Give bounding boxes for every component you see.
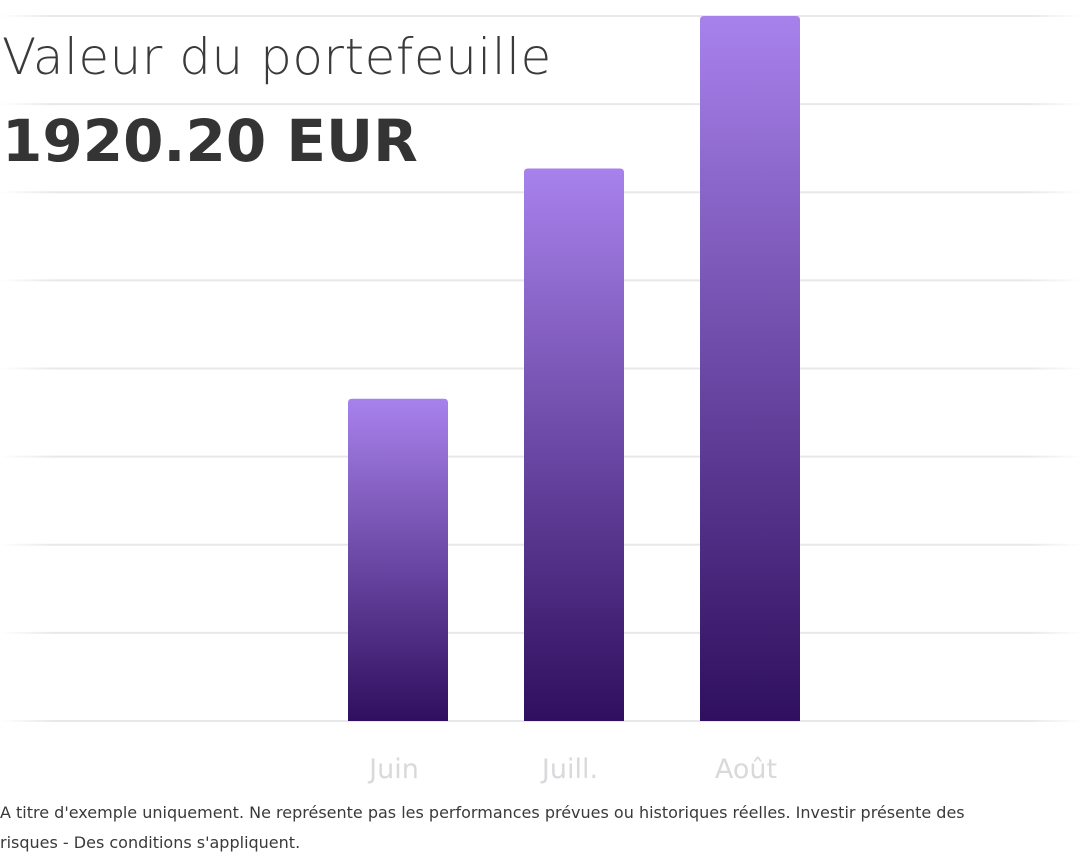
x-tick-label: Août [715, 754, 777, 785]
x-tick-label: Juill. [540, 754, 598, 785]
bar-juill [524, 168, 624, 722]
x-tick-label: Juin [367, 754, 419, 785]
grid-line [0, 15, 1082, 17]
disclaimer-text: A titre d'exemple uniquement. Ne représe… [0, 803, 965, 852]
grid-line [0, 103, 1082, 106]
portfolio-chart: Juin Juill. Août Valeur du portefeuille 19… [0, 15, 1082, 785]
bar-août [700, 16, 800, 721]
bar-juin [348, 398, 448, 721]
bar-chart-svg: Juin Juill. Août [0, 15, 1082, 785]
x-tick-labels: Juin Juill. Août [367, 754, 777, 785]
portfolio-value: 1920.20 EUR [2, 107, 418, 175]
bars [348, 16, 800, 722]
chart-title: Valeur du portefeuille [2, 28, 552, 86]
